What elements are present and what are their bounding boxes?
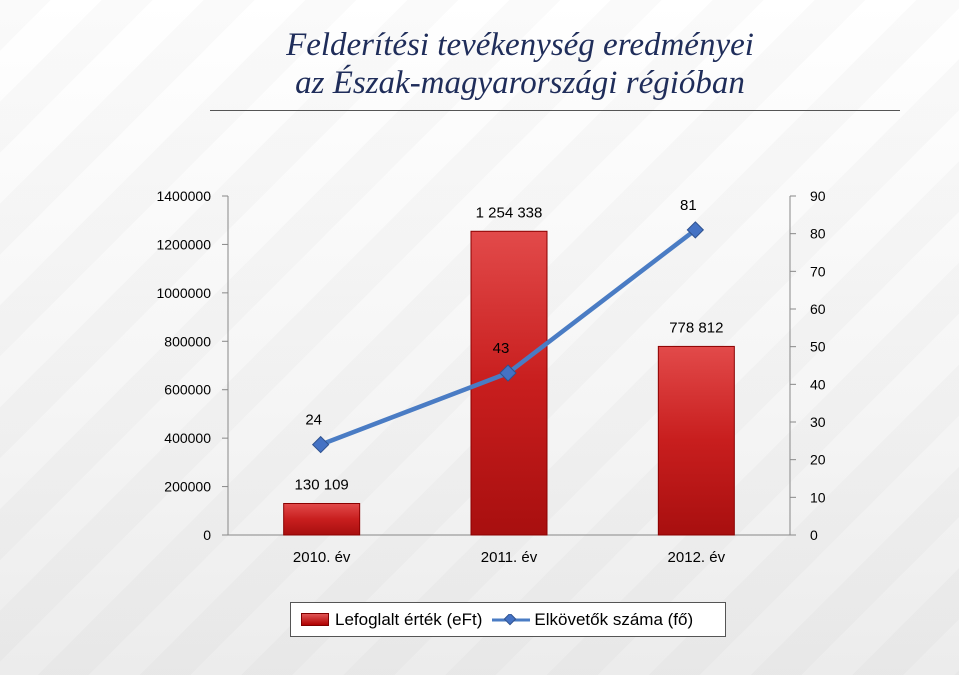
line-data-label: 81 bbox=[680, 197, 697, 214]
line-marker bbox=[686, 221, 705, 239]
right-tick-label: 10 bbox=[810, 489, 826, 505]
title-divider bbox=[210, 110, 900, 111]
right-tick-label: 60 bbox=[810, 301, 826, 317]
bar-data-label: 130 109 bbox=[295, 476, 349, 493]
bar-series bbox=[283, 230, 735, 536]
category-label: 2011. év bbox=[481, 549, 538, 566]
bar bbox=[657, 345, 735, 536]
legend-bar-swatch bbox=[301, 613, 329, 626]
legend-item-bar: Lefoglalt érték (eFt) bbox=[301, 610, 482, 630]
legend-line-swatch bbox=[492, 613, 531, 625]
right-tick-label: 90 bbox=[810, 188, 826, 204]
legend-bar-label: Lefoglalt érték (eFt) bbox=[335, 609, 483, 629]
right-tick-label: 50 bbox=[810, 339, 826, 355]
left-tick-label: 0 bbox=[203, 527, 211, 543]
chart-legend: Lefoglalt érték (eFt) Elkövetők száma (f… bbox=[290, 602, 726, 637]
right-tick-label: 30 bbox=[810, 414, 826, 430]
left-tick-label: 1000000 bbox=[156, 285, 211, 301]
category-label: 2010. év bbox=[293, 549, 351, 566]
line-series bbox=[311, 221, 705, 454]
right-tick-label: 20 bbox=[810, 452, 826, 468]
line-data-label: 24 bbox=[305, 412, 322, 429]
bar-data-label: 1 254 338 bbox=[476, 204, 543, 221]
right-tick-label: 0 bbox=[810, 527, 818, 543]
bar-data-label: 778 812 bbox=[669, 319, 723, 336]
left-tick-label: 1400000 bbox=[156, 188, 211, 204]
data-labels: 130 109 1 254 338 778 812 24 43 81 bbox=[295, 197, 724, 494]
title-line-2: az Észak-magyarországi régióban bbox=[295, 65, 745, 101]
bar bbox=[283, 502, 361, 536]
left-tick-label: 200000 bbox=[164, 479, 211, 495]
line-data-label: 43 bbox=[493, 340, 510, 357]
right-tick-label: 40 bbox=[810, 376, 826, 392]
slide-title: Felderítési tevékenység eredményei az És… bbox=[210, 26, 830, 102]
legend-item-line: Elkövetők száma (fő) bbox=[492, 610, 693, 630]
title-line-1: Felderítési tevékenység eredményei bbox=[286, 27, 754, 63]
left-tick-label: 800000 bbox=[164, 333, 211, 349]
line-marker bbox=[311, 435, 330, 454]
left-tick-label: 1200000 bbox=[156, 236, 211, 252]
left-tick-label: 600000 bbox=[164, 382, 211, 398]
legend-line-label: Elkövetők száma (fő) bbox=[534, 609, 694, 629]
right-tick-label: 80 bbox=[810, 226, 826, 242]
left-tick-label: 400000 bbox=[164, 430, 211, 446]
right-tick-label: 70 bbox=[810, 263, 826, 279]
line-marker bbox=[499, 364, 517, 382]
category-label: 2012. év bbox=[668, 549, 726, 566]
